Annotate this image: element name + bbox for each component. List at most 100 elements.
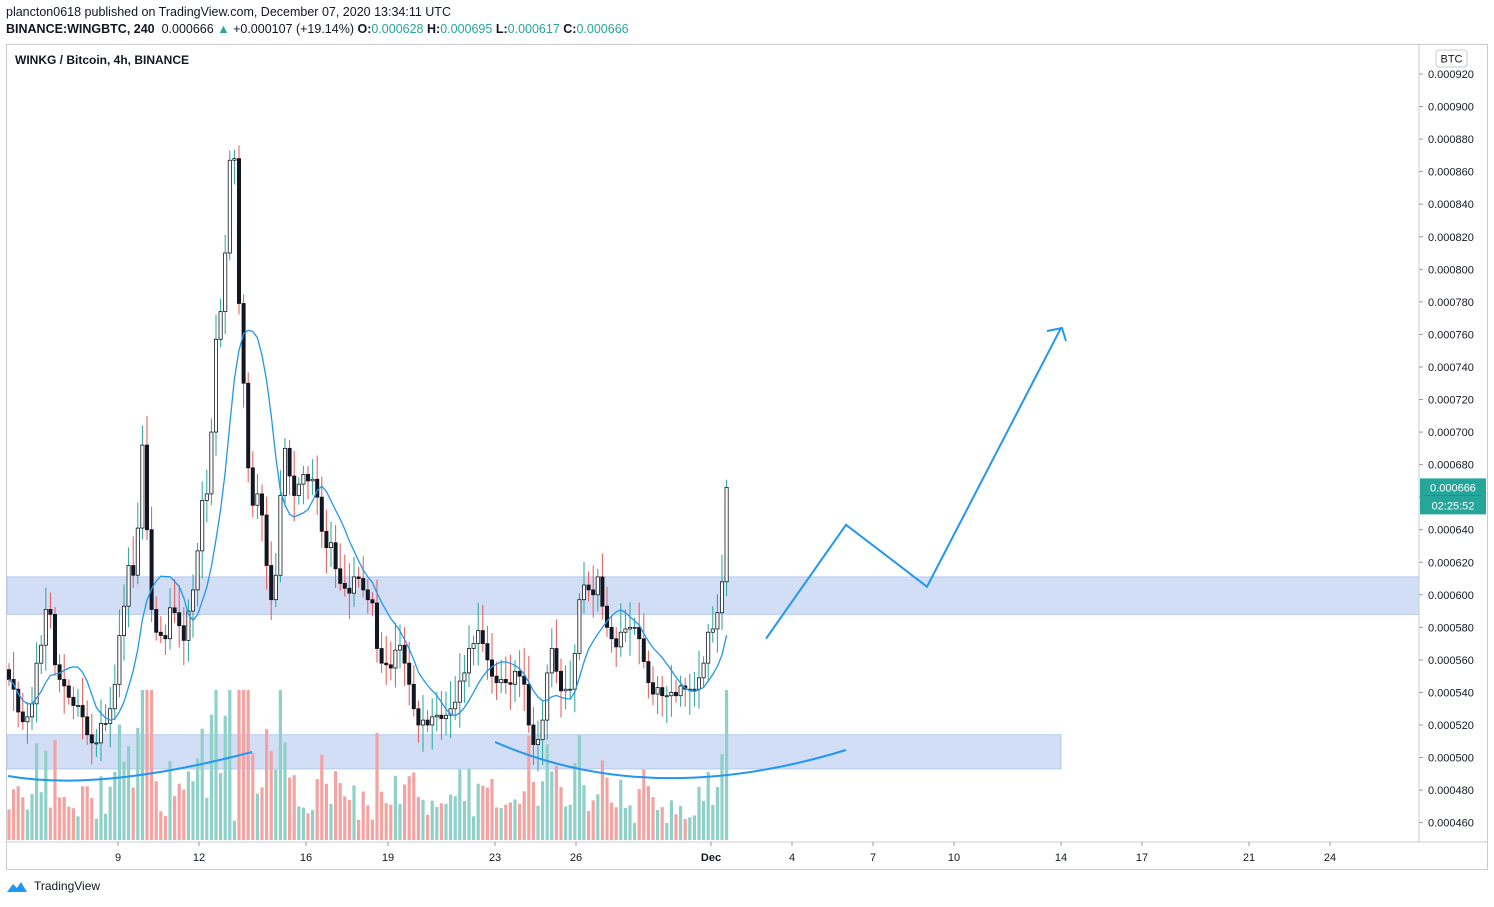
volume-bar <box>71 808 75 840</box>
candle-down <box>609 626 614 640</box>
volume-bar <box>127 746 131 840</box>
volume-bar <box>591 800 595 840</box>
volume-bar <box>485 787 489 840</box>
candle-up <box>122 605 127 636</box>
volume-bar <box>711 804 715 840</box>
candle-up <box>218 311 223 340</box>
candle-up <box>669 692 674 697</box>
volume-bar <box>12 789 16 840</box>
candle-down <box>172 607 177 614</box>
volume-bar <box>384 803 388 840</box>
volume-bar <box>600 760 604 840</box>
candle-down <box>324 530 329 549</box>
volume-bar <box>7 809 11 840</box>
candle-up <box>420 719 425 726</box>
volume-bar <box>329 803 333 840</box>
candle-down <box>494 675 499 684</box>
candle-up <box>701 662 706 679</box>
rounded-bottom-arc[interactable] <box>494 741 847 780</box>
candle-down <box>319 496 324 532</box>
candle-down <box>480 630 485 645</box>
x-tick-label: 12 <box>193 852 205 864</box>
volume-bar <box>467 768 471 840</box>
y-tick-label: 0.000600 <box>1428 590 1474 602</box>
high-label: H: <box>427 22 441 36</box>
candle-up <box>462 672 467 682</box>
volume-bar <box>720 754 724 840</box>
candle-down <box>16 688 21 713</box>
volume-bar <box>237 690 241 840</box>
volume-bar <box>35 743 39 840</box>
candle-up <box>76 705 81 707</box>
candle-down <box>62 679 67 687</box>
volume-bar <box>504 804 508 840</box>
x-tick-label: Dec <box>701 852 721 864</box>
x-tick-label: 23 <box>489 852 501 864</box>
volume-bar <box>242 690 246 840</box>
candle-down <box>241 303 246 384</box>
volume-bar <box>462 801 466 840</box>
chart-frame <box>6 44 1488 870</box>
volume-bar <box>426 814 430 840</box>
volume-bar <box>352 785 356 840</box>
candle-up <box>232 158 237 161</box>
volume-bar <box>274 769 278 840</box>
volume-bar <box>214 690 218 840</box>
last-price: 0.000666 <box>161 22 214 36</box>
volume-bar <box>30 794 34 840</box>
close-value: 0.000666 <box>576 22 629 36</box>
volume-bar <box>122 761 126 840</box>
footer: TradingView <box>6 879 100 893</box>
volume-bar <box>633 822 637 840</box>
y-tick-label: 0.000620 <box>1428 557 1474 569</box>
rounded-bottom-arc[interactable] <box>7 751 253 782</box>
y-tick-label: 0.000880 <box>1428 134 1474 146</box>
volume-bar <box>587 811 591 840</box>
candle-down <box>89 734 94 744</box>
candle-up <box>724 486 729 583</box>
volume-bar <box>568 804 572 840</box>
candle-up <box>582 584 587 601</box>
volume-bar <box>614 807 618 840</box>
candle-down <box>411 683 416 710</box>
candle-up <box>577 599 582 654</box>
y-tick-label: 0.000480 <box>1428 785 1474 797</box>
x-tick-label: 7 <box>870 852 876 864</box>
volume-bar <box>154 781 158 840</box>
currency-badge[interactable] <box>1435 49 1468 68</box>
high-value: 0.000695 <box>440 22 493 36</box>
candle-up <box>296 483 301 496</box>
y-tick-label: 0.000900 <box>1428 102 1474 114</box>
volume-bar <box>76 816 80 840</box>
candle-down <box>503 679 508 684</box>
candle-down <box>379 648 384 664</box>
candle-down <box>651 682 656 695</box>
volume-bar <box>674 814 678 840</box>
projection-path[interactable] <box>765 327 1062 640</box>
volume-bar <box>343 796 347 840</box>
x-tick-label: 21 <box>1243 852 1255 864</box>
candle-down <box>614 638 619 648</box>
volume-bar <box>361 791 365 840</box>
volume-bar <box>380 791 384 840</box>
candle-down <box>407 662 412 685</box>
volume-bar <box>656 810 660 840</box>
volume-bar <box>338 783 342 840</box>
volume-bar <box>472 816 476 840</box>
volume-bar <box>324 783 328 840</box>
volume-bar <box>665 823 669 840</box>
volume-bar <box>255 793 259 840</box>
volume-bar <box>725 690 729 840</box>
candle-up <box>204 493 209 501</box>
candle-up <box>117 635 122 685</box>
candle-down <box>388 664 393 669</box>
volume-bar <box>200 728 204 840</box>
candle-up <box>536 739 541 745</box>
moving-average-line <box>8 329 728 721</box>
chart-title: WINKG / Bitcoin, 4h, BINANCE <box>15 53 189 67</box>
volume-bar <box>508 802 512 840</box>
candle-down <box>269 565 274 601</box>
y-tick-label: 0.000740 <box>1428 362 1474 374</box>
volume-bar <box>393 775 397 840</box>
